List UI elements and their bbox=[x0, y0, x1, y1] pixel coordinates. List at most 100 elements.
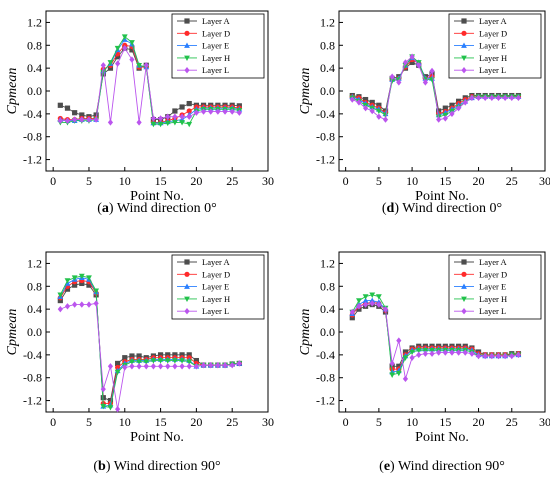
data-point bbox=[186, 113, 192, 120]
data-point bbox=[172, 352, 178, 358]
panel-caption: (e) Wind direction 90° bbox=[379, 459, 505, 474]
legend-marker bbox=[461, 296, 467, 302]
legend-label: Layer A bbox=[202, 16, 230, 26]
data-point bbox=[502, 352, 508, 360]
data-point bbox=[107, 363, 114, 370]
y-tick-label: 0.8 bbox=[27, 38, 42, 52]
data-point bbox=[449, 349, 455, 356]
data-point bbox=[502, 94, 508, 102]
data-point bbox=[150, 115, 157, 122]
data-point bbox=[129, 40, 135, 46]
data-point bbox=[57, 292, 64, 298]
data-point bbox=[93, 288, 100, 294]
data-point bbox=[429, 350, 435, 357]
data-point bbox=[222, 361, 228, 369]
x-tick-label: 30 bbox=[539, 174, 550, 188]
data-point bbox=[449, 110, 455, 118]
x-axis-title: Point No. bbox=[415, 189, 469, 204]
data-point bbox=[129, 47, 135, 53]
data-point bbox=[369, 297, 376, 303]
y-tick-label: -1.2 bbox=[316, 153, 335, 167]
data-point bbox=[136, 119, 142, 126]
data-point bbox=[356, 303, 362, 310]
legend-marker bbox=[184, 271, 190, 277]
data-point bbox=[72, 116, 78, 123]
data-point bbox=[375, 108, 382, 115]
legend-marker bbox=[461, 308, 467, 315]
data-point bbox=[515, 351, 522, 359]
data-point bbox=[362, 301, 369, 308]
data-point bbox=[395, 370, 402, 377]
y-tick-label: 0.4 bbox=[27, 61, 42, 75]
x-tick-label: 30 bbox=[539, 415, 550, 429]
data-point bbox=[416, 62, 422, 69]
legend-marker bbox=[184, 67, 190, 74]
data-point bbox=[349, 315, 355, 321]
x-tick-label: 5 bbox=[376, 174, 382, 188]
data-point bbox=[136, 363, 142, 370]
data-point bbox=[376, 301, 382, 308]
y-tick-label: 1.2 bbox=[320, 256, 335, 270]
legend-marker bbox=[461, 271, 467, 277]
data-point bbox=[79, 116, 85, 123]
data-point bbox=[86, 116, 92, 123]
x-tick-label: 5 bbox=[86, 415, 92, 429]
legend-marker bbox=[184, 308, 190, 315]
legend-marker bbox=[461, 18, 467, 24]
legend-label: Layer L bbox=[479, 65, 506, 75]
panel-caption: (d) Wind direction 0° bbox=[382, 201, 502, 216]
data-point bbox=[489, 94, 495, 102]
data-point bbox=[93, 112, 99, 118]
y-tick-label: 0.4 bbox=[320, 302, 335, 316]
panel-caption: (b) Wind direction 90° bbox=[93, 459, 220, 474]
data-point bbox=[362, 104, 369, 112]
data-point bbox=[129, 363, 135, 370]
data-point bbox=[475, 94, 482, 102]
data-point bbox=[86, 301, 92, 308]
data-point bbox=[369, 107, 375, 115]
data-point bbox=[157, 363, 164, 370]
data-point bbox=[475, 352, 482, 360]
data-point bbox=[157, 115, 164, 122]
data-point bbox=[57, 102, 63, 108]
data-point bbox=[115, 60, 121, 67]
y-tick-label: -0.4 bbox=[316, 107, 335, 121]
x-tick-label: 0 bbox=[50, 415, 56, 429]
data-point bbox=[57, 297, 63, 304]
legend-marker bbox=[184, 30, 190, 36]
y-axis-title: Cpmean bbox=[298, 309, 313, 356]
legend-marker bbox=[184, 283, 190, 289]
data-point bbox=[186, 108, 192, 114]
x-tick-label: 20 bbox=[473, 415, 485, 429]
x-tick-label: 20 bbox=[473, 174, 485, 188]
y-tick-label: -0.8 bbox=[316, 371, 335, 385]
data-point bbox=[57, 305, 63, 313]
data-point bbox=[442, 349, 448, 356]
data-point bbox=[402, 62, 409, 69]
x-tick-label: 20 bbox=[190, 415, 202, 429]
x-tick-label: 5 bbox=[86, 174, 92, 188]
legend-label: Layer H bbox=[479, 53, 507, 63]
x-axis-title: Point No. bbox=[415, 430, 469, 445]
data-point bbox=[382, 112, 389, 119]
data-point bbox=[57, 117, 63, 124]
data-point bbox=[150, 358, 157, 364]
y-tick-label: -0.8 bbox=[23, 130, 42, 144]
y-tick-label: 0.8 bbox=[320, 279, 335, 293]
chart-panel-b: 0 5 10 15 20 25 30 -1.2 -0.8 -0.4 0.0 0.4 0.8 1.2 Poin… bbox=[5, 251, 274, 474]
x-tick-label: 25 bbox=[226, 174, 238, 188]
data-point bbox=[208, 108, 214, 115]
y-tick-label: 0.0 bbox=[320, 84, 335, 98]
data-point bbox=[469, 350, 475, 357]
data-point bbox=[509, 352, 515, 360]
y-axis-title: Cpmean bbox=[5, 68, 20, 115]
data-point bbox=[186, 352, 192, 358]
data-point bbox=[389, 360, 395, 367]
x-tick-label: 25 bbox=[506, 415, 518, 429]
x-tick-label: 15 bbox=[439, 174, 451, 188]
data-point bbox=[122, 44, 128, 52]
legend-label: Layer E bbox=[479, 41, 506, 51]
data-point bbox=[402, 349, 409, 355]
legend-label: Layer D bbox=[202, 269, 230, 279]
